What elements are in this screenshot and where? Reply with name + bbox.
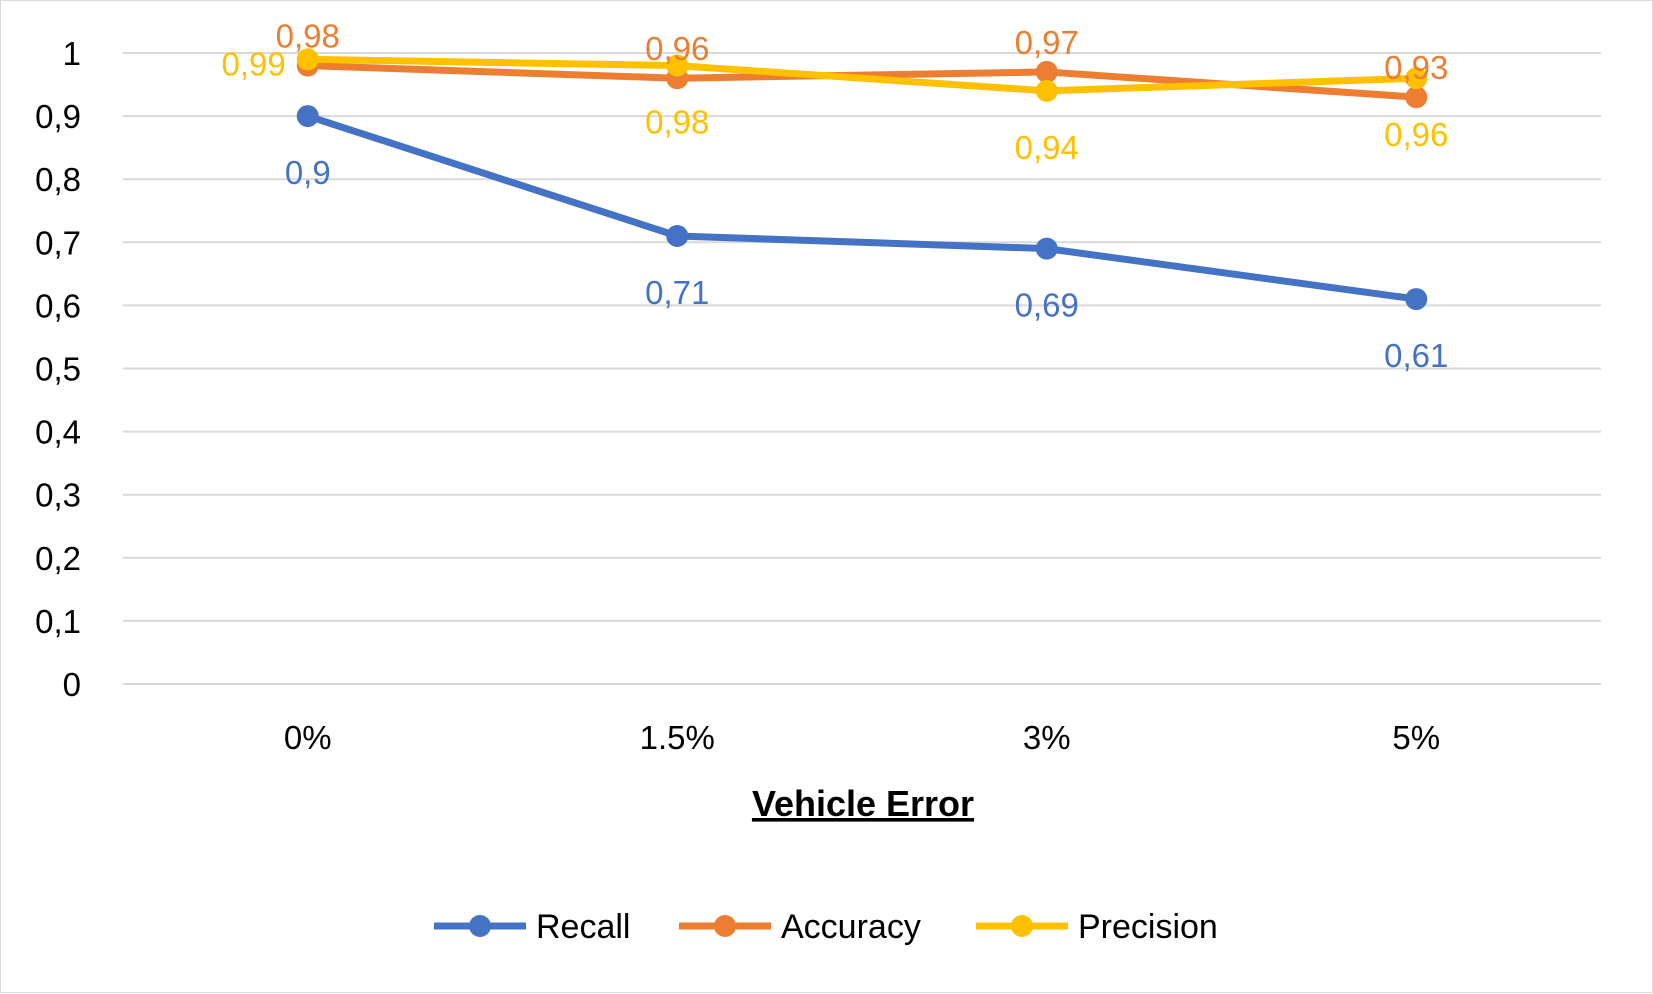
y-tick-label: 0,7: [35, 224, 81, 261]
y-tick-label: 0,2: [35, 540, 81, 577]
legend-item-accuracy: Accuracy: [679, 908, 921, 946]
legend-label: Recall: [536, 908, 630, 946]
x-tick-label: 1.5%: [640, 719, 715, 756]
data-label: 0,9: [285, 154, 331, 191]
series-recall: [296, 105, 1428, 311]
legend-swatch-marker: [1011, 915, 1033, 937]
legend: Recall Accuracy Precision: [434, 908, 1218, 946]
y-tick-label: 0: [63, 666, 81, 703]
data-labels: 0,90,71 0,690,610,98 0,96 0,970,930,990,980…: [222, 18, 1449, 374]
x-tick-label: 0%: [284, 719, 332, 756]
data-label: 0,97: [1015, 24, 1079, 61]
data-point: [666, 54, 689, 77]
series-precision: [296, 48, 1428, 102]
data-point: [296, 105, 319, 128]
data-label: 0,96: [1384, 116, 1448, 153]
data-point: [1405, 288, 1428, 311]
data-point: [1035, 237, 1058, 260]
x-tick-label: 5%: [1392, 719, 1440, 756]
legend-swatch-marker: [469, 915, 491, 937]
y-tick-label: 0,8: [35, 161, 81, 198]
data-label: 0,61: [1384, 337, 1448, 374]
data-label: 0,94: [1015, 129, 1079, 166]
data-label: 0,98: [645, 104, 709, 141]
data-label: 0,93: [1384, 49, 1448, 86]
x-axis-ticks: 0% 1.5% 3% 5%: [284, 719, 1440, 756]
data-point: [1405, 67, 1428, 90]
legend-label: Accuracy: [781, 908, 921, 946]
data-point: [666, 224, 689, 247]
legend-item-recall: Recall: [434, 908, 630, 946]
y-tick-label: 0,6: [35, 287, 81, 324]
data-label: 0,98: [276, 18, 340, 55]
data-point: [296, 48, 319, 71]
data-point: [1035, 60, 1058, 83]
series-line: [307, 55, 1417, 95]
y-axis-ticks: 0 0,1 0,2 0,3 0,4 0,5 0,6 0,7 0,8 0,9 1: [35, 35, 81, 703]
data-label: 0,71: [645, 274, 709, 311]
x-tick-label: 3%: [1023, 719, 1071, 756]
data-point: [1035, 79, 1058, 102]
y-tick-label: 0,9: [35, 98, 81, 135]
data-label: 0,69: [1015, 287, 1079, 324]
series-line: [306, 112, 1417, 303]
data-label: 0,99: [222, 45, 286, 82]
data-label: 0,96: [645, 30, 709, 67]
legend-item-precision: Precision: [976, 908, 1218, 946]
legend-label: Precision: [1078, 908, 1218, 946]
y-tick-label: 0,1: [35, 603, 81, 640]
y-tick-label: 0,5: [35, 351, 81, 388]
y-tick-label: 0,3: [35, 477, 81, 514]
series-lines: [296, 48, 1428, 311]
y-tick-label: 1: [63, 35, 81, 72]
y-tick-label: 0,4: [35, 414, 81, 451]
legend-swatch-marker: [714, 915, 736, 937]
gridlines: [123, 52, 1601, 685]
data-point: [1405, 86, 1428, 109]
x-axis-title: Vehicle Error: [752, 783, 974, 824]
